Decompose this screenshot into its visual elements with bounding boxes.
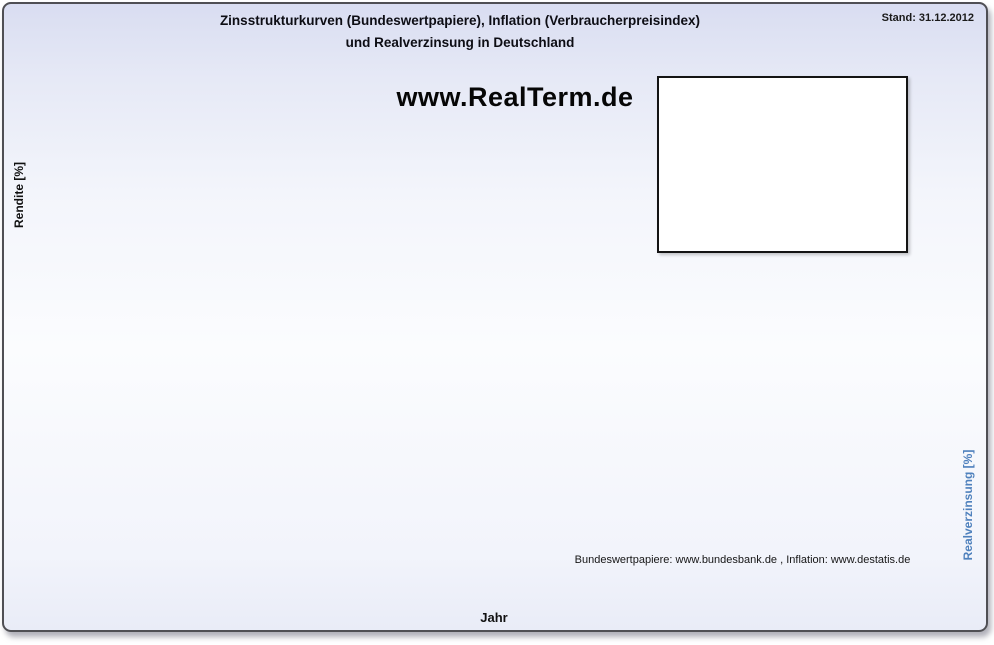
page-title: Zinsstrukturkurven (Bundeswertpapiere), … xyxy=(60,10,860,53)
chart-legend xyxy=(657,76,908,253)
y-axis-right-title: Realverzinsung [%] xyxy=(961,449,975,561)
y-axis-left-title: Rendite [%] xyxy=(12,162,26,228)
chart-title-line2: und Realverzinsung in Deutschland xyxy=(345,34,575,50)
x-axis-title: Jahr xyxy=(480,610,508,625)
watermark-text: www.RealTerm.de xyxy=(396,82,634,112)
as-of-date-label: Stand: 31.12.2012 xyxy=(881,12,974,24)
source-note: Bundeswertpapiere: www.bundesbank.de , I… xyxy=(574,554,911,566)
chart-title-line1: Zinsstrukturkurven (Bundeswertpapiere), … xyxy=(219,13,701,28)
